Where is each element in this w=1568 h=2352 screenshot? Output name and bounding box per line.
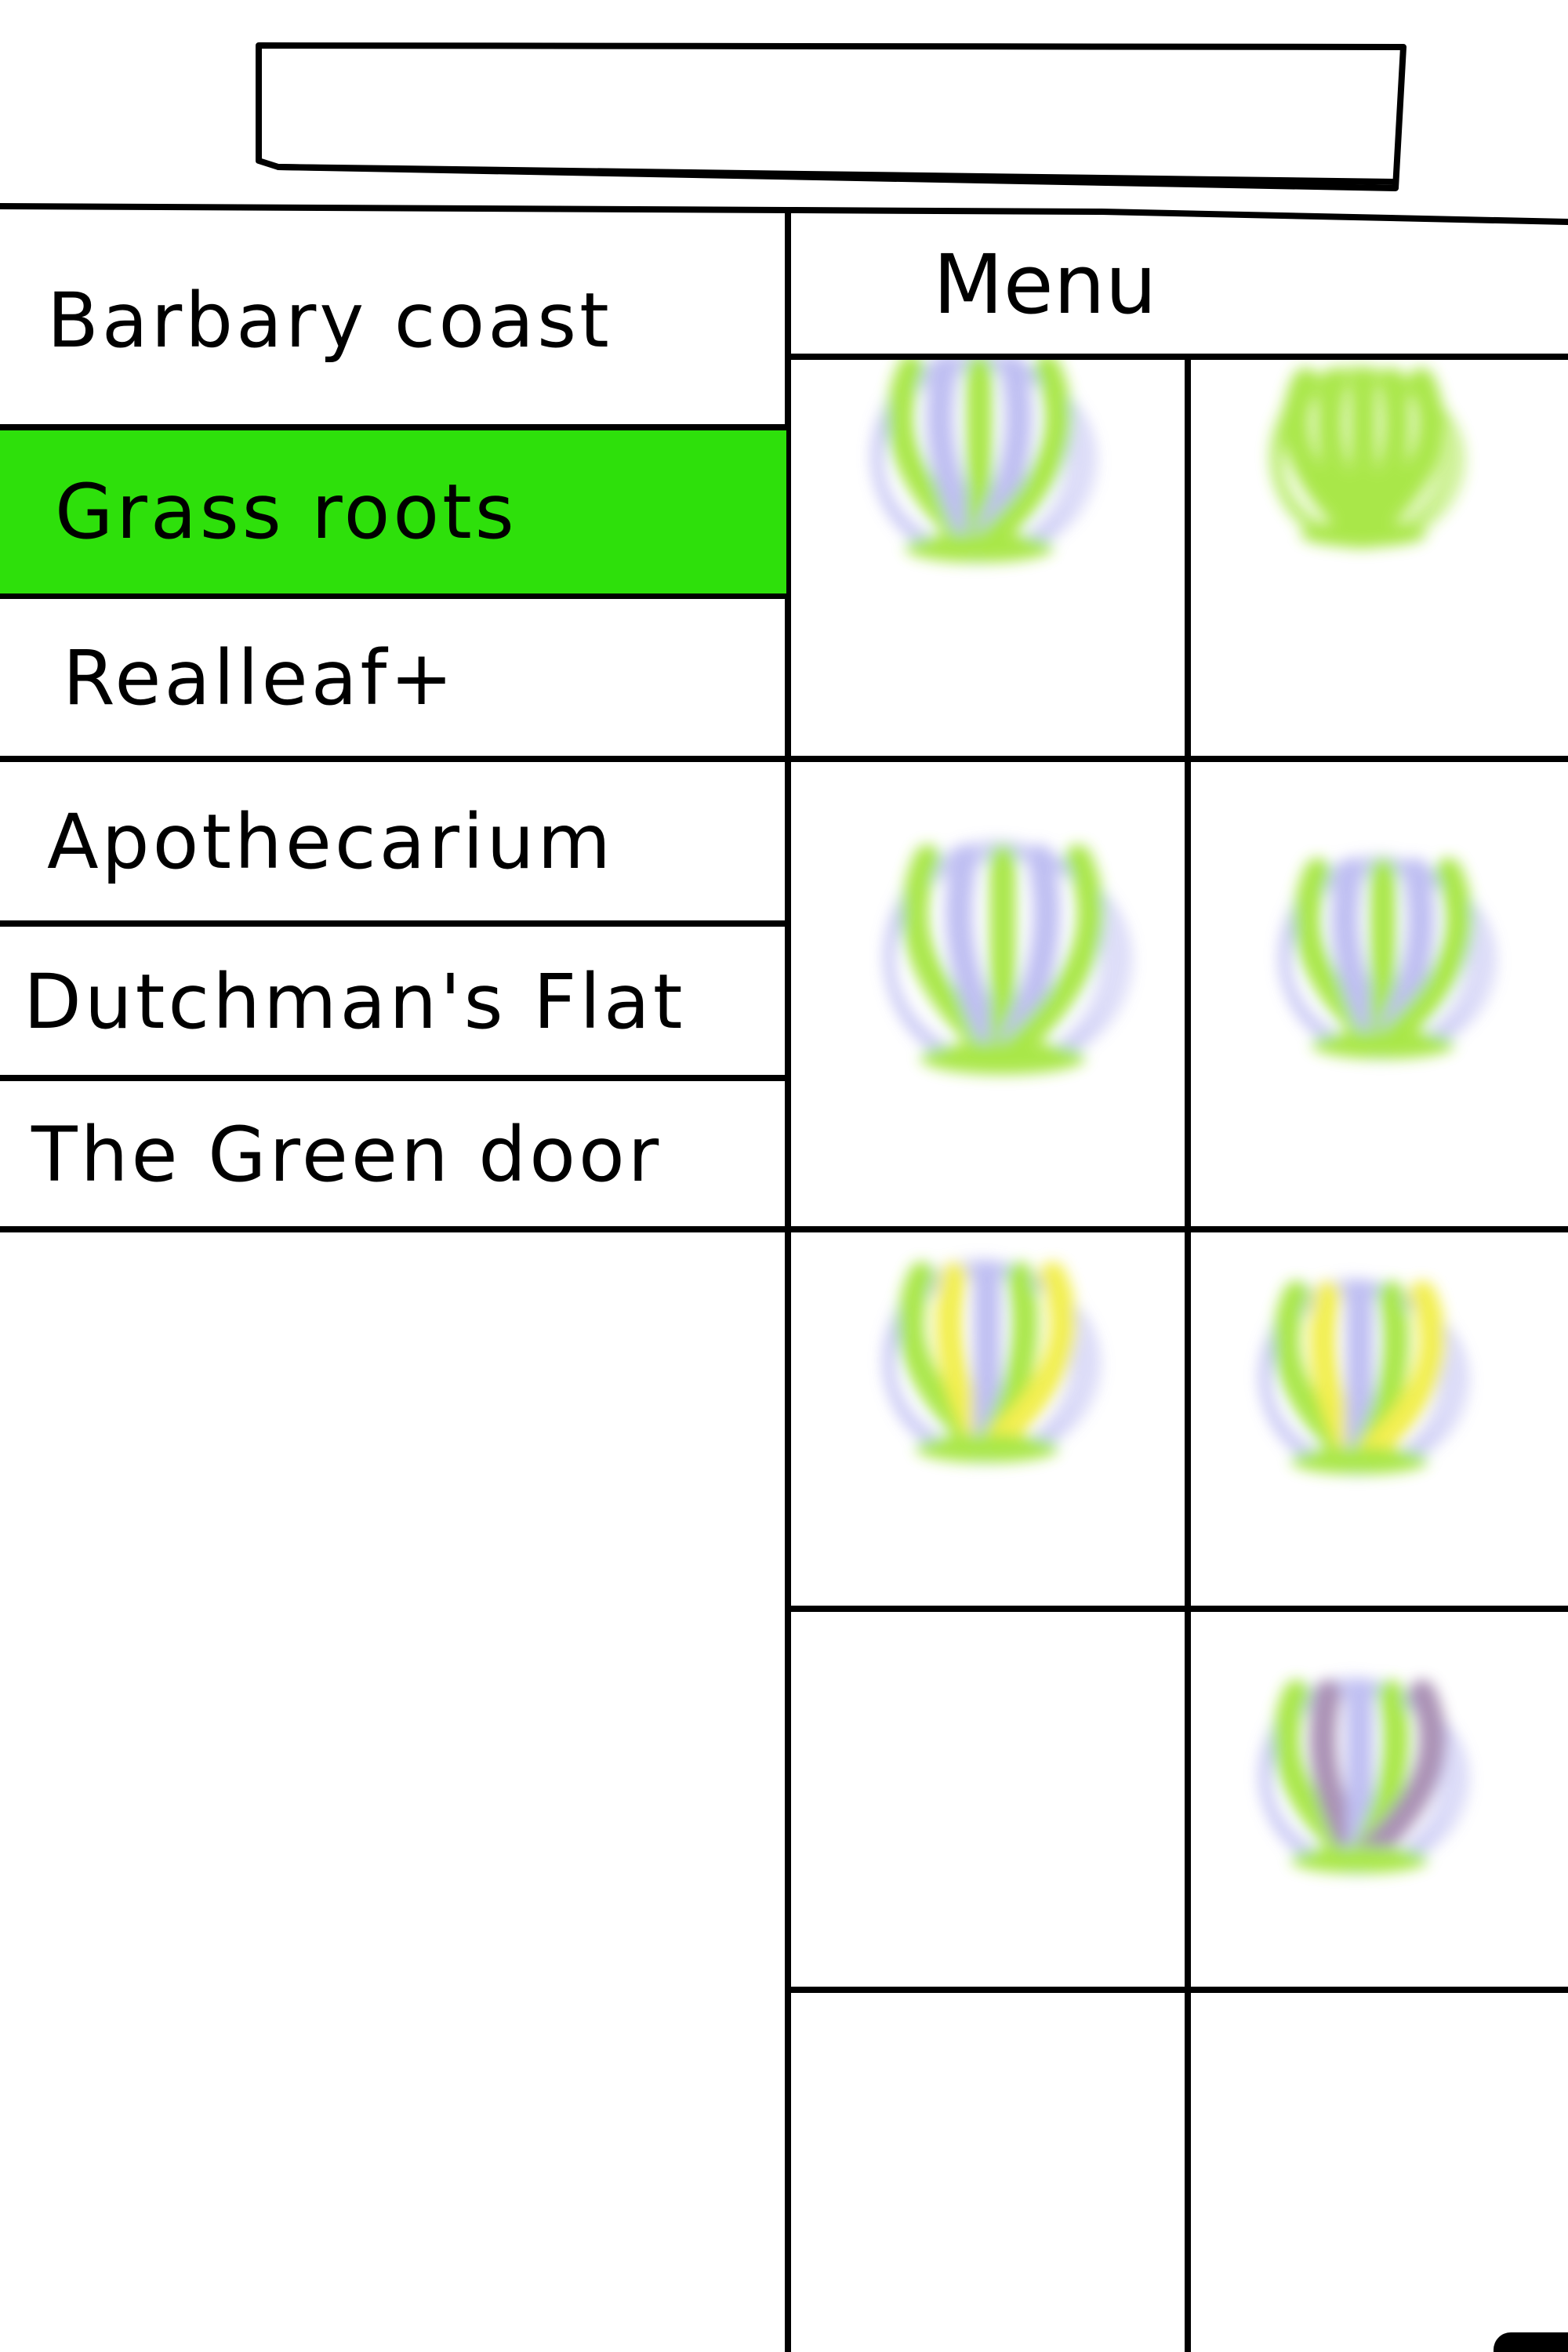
menu-cell-2[interactable]: [1191, 360, 1568, 756]
bud-petal: [1370, 858, 1472, 1058]
flower-bud-icon: [870, 350, 1098, 564]
bud-petal: [989, 844, 1104, 1072]
flower-bud-icon: [1269, 365, 1466, 549]
flower-bud-icon: [1278, 854, 1497, 1060]
flower-bud-icon: [1258, 1676, 1470, 1875]
bud-petal: [974, 1261, 1076, 1462]
menu-cell-6[interactable]: [1191, 1232, 1568, 1606]
menu-cell-1[interactable]: [791, 350, 1185, 756]
store-item-the-green-door[interactable]: The Green door: [0, 1081, 786, 1228]
scroll-handle[interactable]: [1494, 2332, 1568, 2352]
store-item-dutchmans-flat[interactable]: Dutchman's Flat: [0, 927, 786, 1076]
menu-cell-8[interactable]: [1191, 1612, 1568, 1987]
flower-bud-icon: [884, 839, 1133, 1075]
store-label: Apothecarium: [47, 798, 614, 886]
bud-base: [1290, 1446, 1428, 1475]
store-item-barbary-coast[interactable]: Barbary coast: [0, 216, 786, 426]
menu-cell-3[interactable]: [791, 762, 1185, 1226]
menu-cell-7[interactable]: [791, 1612, 1185, 1987]
menu-title: Menu: [933, 236, 1157, 332]
store-label: Barbary coast: [47, 277, 612, 365]
store-label: Grass roots: [55, 468, 517, 556]
bud-petal: [1346, 1679, 1446, 1874]
flower-bud-icon: [1258, 1277, 1470, 1476]
store-item-realleaf[interactable]: Realleaf+: [0, 599, 786, 757]
menu-cell-10[interactable]: [1191, 1993, 1568, 2352]
bud-base: [920, 1041, 1085, 1075]
search-input[interactable]: [259, 45, 1406, 174]
bud-base: [916, 1434, 1058, 1463]
store-item-apothecarium[interactable]: Apothecarium: [0, 762, 786, 922]
store-label: Dutchman's Flat: [24, 957, 686, 1046]
flower-bud-icon: [882, 1258, 1102, 1464]
store-label: Realleaf+: [63, 634, 456, 722]
menu-cell-4[interactable]: [1191, 762, 1568, 1226]
bud-base: [1300, 521, 1427, 547]
bud-petal: [1350, 368, 1444, 548]
bud-base: [1312, 1030, 1454, 1059]
bud-base: [1290, 1846, 1428, 1874]
menu-cell-5[interactable]: [791, 1232, 1185, 1606]
bud-base: [905, 532, 1054, 563]
bud-petal: [966, 354, 1072, 561]
menu-cell-9[interactable]: [791, 1993, 1185, 2352]
bud-petal: [946, 844, 1016, 1072]
store-item-grass-roots[interactable]: Grass roots: [0, 430, 786, 593]
bud-petal: [1346, 1280, 1446, 1475]
store-label: The Green door: [31, 1110, 662, 1199]
